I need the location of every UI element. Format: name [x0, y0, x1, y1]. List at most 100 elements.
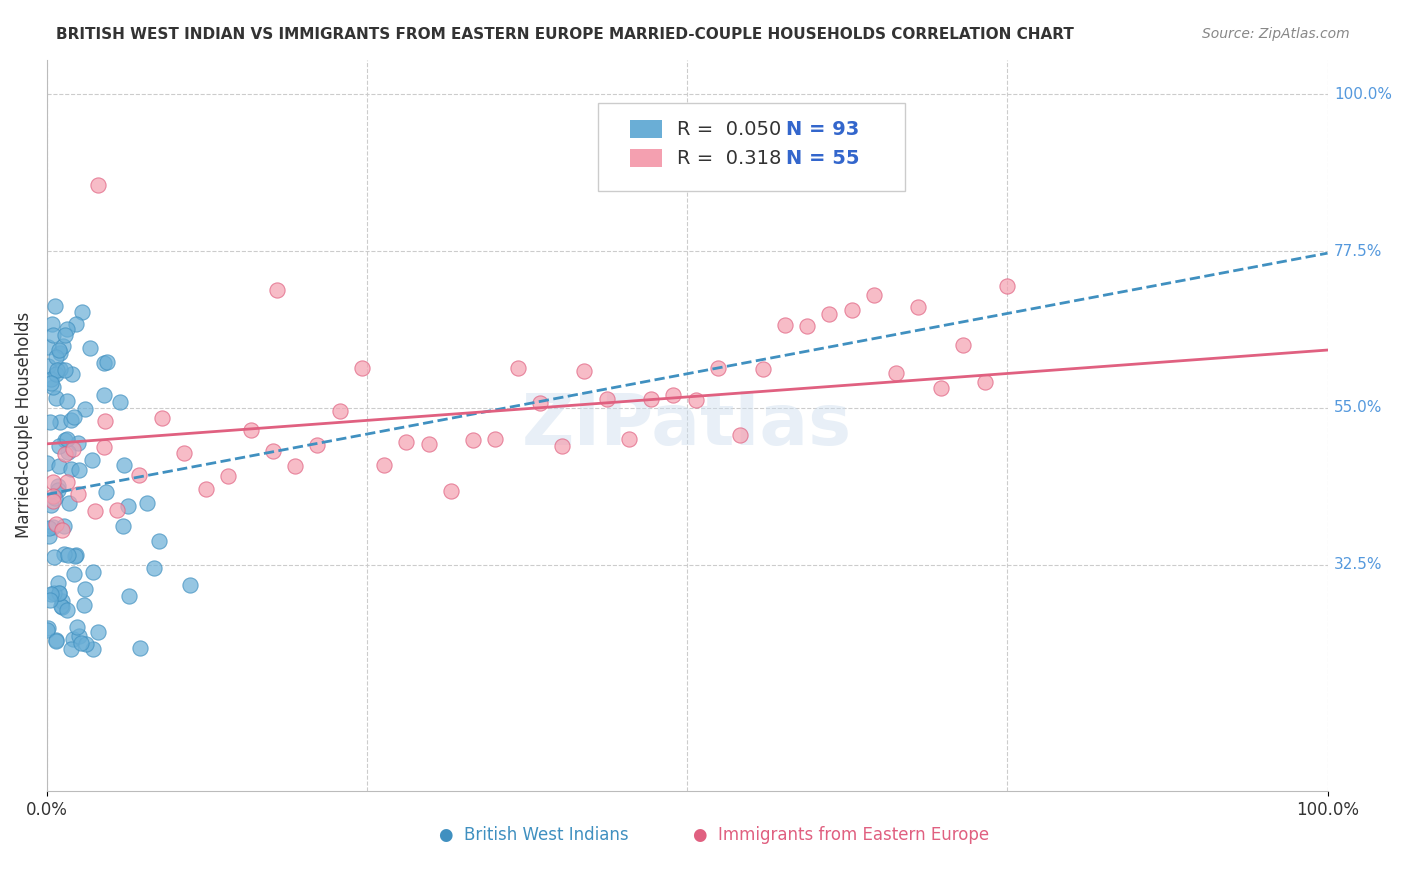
Immigrants from Eastern Europe: [662, 387, 685, 401]
British West Indians: [53, 547, 76, 561]
Text: ZIPatlas: ZIPatlas: [522, 391, 852, 460]
Immigrants from Eastern Europe: [730, 428, 752, 442]
Immigrants from Eastern Europe: [884, 366, 907, 380]
FancyBboxPatch shape: [630, 120, 662, 138]
British West Indians: [41, 376, 63, 390]
Text: BRITISH WEST INDIAN VS IMMIGRANTS FROM EASTERN EUROPE MARRIED-COUPLE HOUSEHOLDS : BRITISH WEST INDIAN VS IMMIGRANTS FROM E…: [56, 27, 1074, 42]
British West Indians: [135, 496, 157, 510]
Immigrants from Eastern Europe: [93, 440, 115, 454]
Immigrants from Eastern Europe: [150, 411, 173, 425]
Immigrants from Eastern Europe: [685, 392, 707, 407]
British West Indians: [56, 433, 79, 447]
British West Indians: [56, 394, 79, 409]
British West Indians: [42, 380, 65, 394]
Immigrants from Eastern Europe: [42, 489, 65, 503]
British West Indians: [179, 578, 201, 592]
British West Indians: [37, 359, 59, 373]
British West Indians: [48, 439, 70, 453]
Immigrants from Eastern Europe: [307, 438, 329, 452]
British West Indians: [60, 413, 83, 427]
Immigrants from Eastern Europe: [83, 504, 105, 518]
British West Indians: [44, 491, 66, 505]
British West Indians: [48, 483, 70, 498]
British West Indians: [59, 462, 82, 476]
Text: 32.5%: 32.5%: [1334, 558, 1382, 572]
British West Indians: [65, 317, 87, 331]
British West Indians: [45, 633, 67, 648]
Immigrants from Eastern Europe: [42, 475, 65, 489]
Immigrants from Eastern Europe: [773, 318, 796, 333]
British West Indians: [67, 435, 90, 450]
British West Indians: [48, 585, 70, 599]
British West Indians: [56, 444, 79, 458]
Text: N = 55: N = 55: [786, 149, 859, 168]
British West Indians: [48, 459, 70, 474]
British West Indians: [49, 415, 72, 429]
British West Indians: [53, 327, 76, 342]
Text: 100.0%: 100.0%: [1334, 87, 1392, 102]
British West Indians: [58, 496, 80, 510]
Text: R =  0.318: R = 0.318: [676, 149, 782, 168]
Immigrants from Eastern Europe: [56, 475, 79, 490]
Immigrants from Eastern Europe: [440, 483, 463, 498]
British West Indians: [87, 625, 110, 640]
British West Indians: [62, 566, 84, 581]
British West Indians: [62, 632, 84, 647]
British West Indians: [51, 600, 73, 615]
Immigrants from Eastern Europe: [529, 396, 551, 410]
Immigrants from Eastern Europe: [105, 502, 128, 516]
Immigrants from Eastern Europe: [262, 443, 284, 458]
Text: R =  0.050: R = 0.050: [676, 120, 782, 138]
British West Indians: [37, 340, 59, 354]
British West Indians: [82, 642, 104, 657]
British West Indians: [59, 641, 82, 656]
British West Indians: [75, 637, 97, 651]
Immigrants from Eastern Europe: [751, 362, 773, 376]
British West Indians: [58, 548, 80, 562]
British West Indians: [56, 322, 79, 336]
Immigrants from Eastern Europe: [640, 392, 662, 406]
British West Indians: [51, 593, 73, 607]
British West Indians: [117, 499, 139, 513]
British West Indians: [82, 565, 104, 579]
British West Indians: [45, 367, 67, 381]
British West Indians: [44, 299, 66, 313]
British West Indians: [82, 453, 104, 467]
FancyBboxPatch shape: [598, 103, 905, 191]
British West Indians: [70, 636, 93, 650]
Immigrants from Eastern Europe: [395, 435, 418, 450]
British West Indians: [42, 586, 65, 600]
British West Indians: [112, 458, 135, 473]
British West Indians: [66, 620, 89, 634]
British West Indians: [56, 603, 79, 617]
Immigrants from Eastern Europe: [329, 403, 352, 417]
British West Indians: [53, 518, 76, 533]
British West Indians: [38, 415, 60, 429]
British West Indians: [65, 549, 87, 563]
British West Indians: [39, 372, 62, 386]
Immigrants from Eastern Europe: [484, 432, 506, 446]
British West Indians: [42, 520, 65, 534]
British West Indians: [37, 621, 59, 635]
British West Indians: [79, 341, 101, 355]
British West Indians: [67, 629, 90, 643]
British West Indians: [94, 485, 117, 500]
Immigrants from Eastern Europe: [863, 288, 886, 302]
Immigrants from Eastern Europe: [128, 468, 150, 483]
British West Indians: [49, 361, 72, 376]
British West Indians: [148, 534, 170, 549]
Immigrants from Eastern Europe: [463, 433, 485, 447]
British West Indians: [48, 343, 70, 357]
British West Indians: [35, 623, 58, 637]
Text: ●  Immigrants from Eastern Europe: ● Immigrants from Eastern Europe: [693, 826, 988, 844]
British West Indians: [49, 346, 72, 360]
Immigrants from Eastern Europe: [62, 442, 84, 457]
British West Indians: [112, 519, 135, 533]
Text: Source: ZipAtlas.com: Source: ZipAtlas.com: [1202, 27, 1350, 41]
British West Indians: [39, 587, 62, 601]
British West Indians: [45, 634, 67, 648]
British West Indians: [48, 586, 70, 600]
Immigrants from Eastern Europe: [818, 308, 841, 322]
Immigrants from Eastern Europe: [67, 487, 90, 501]
Y-axis label: Married-couple Households: Married-couple Households: [15, 312, 32, 539]
